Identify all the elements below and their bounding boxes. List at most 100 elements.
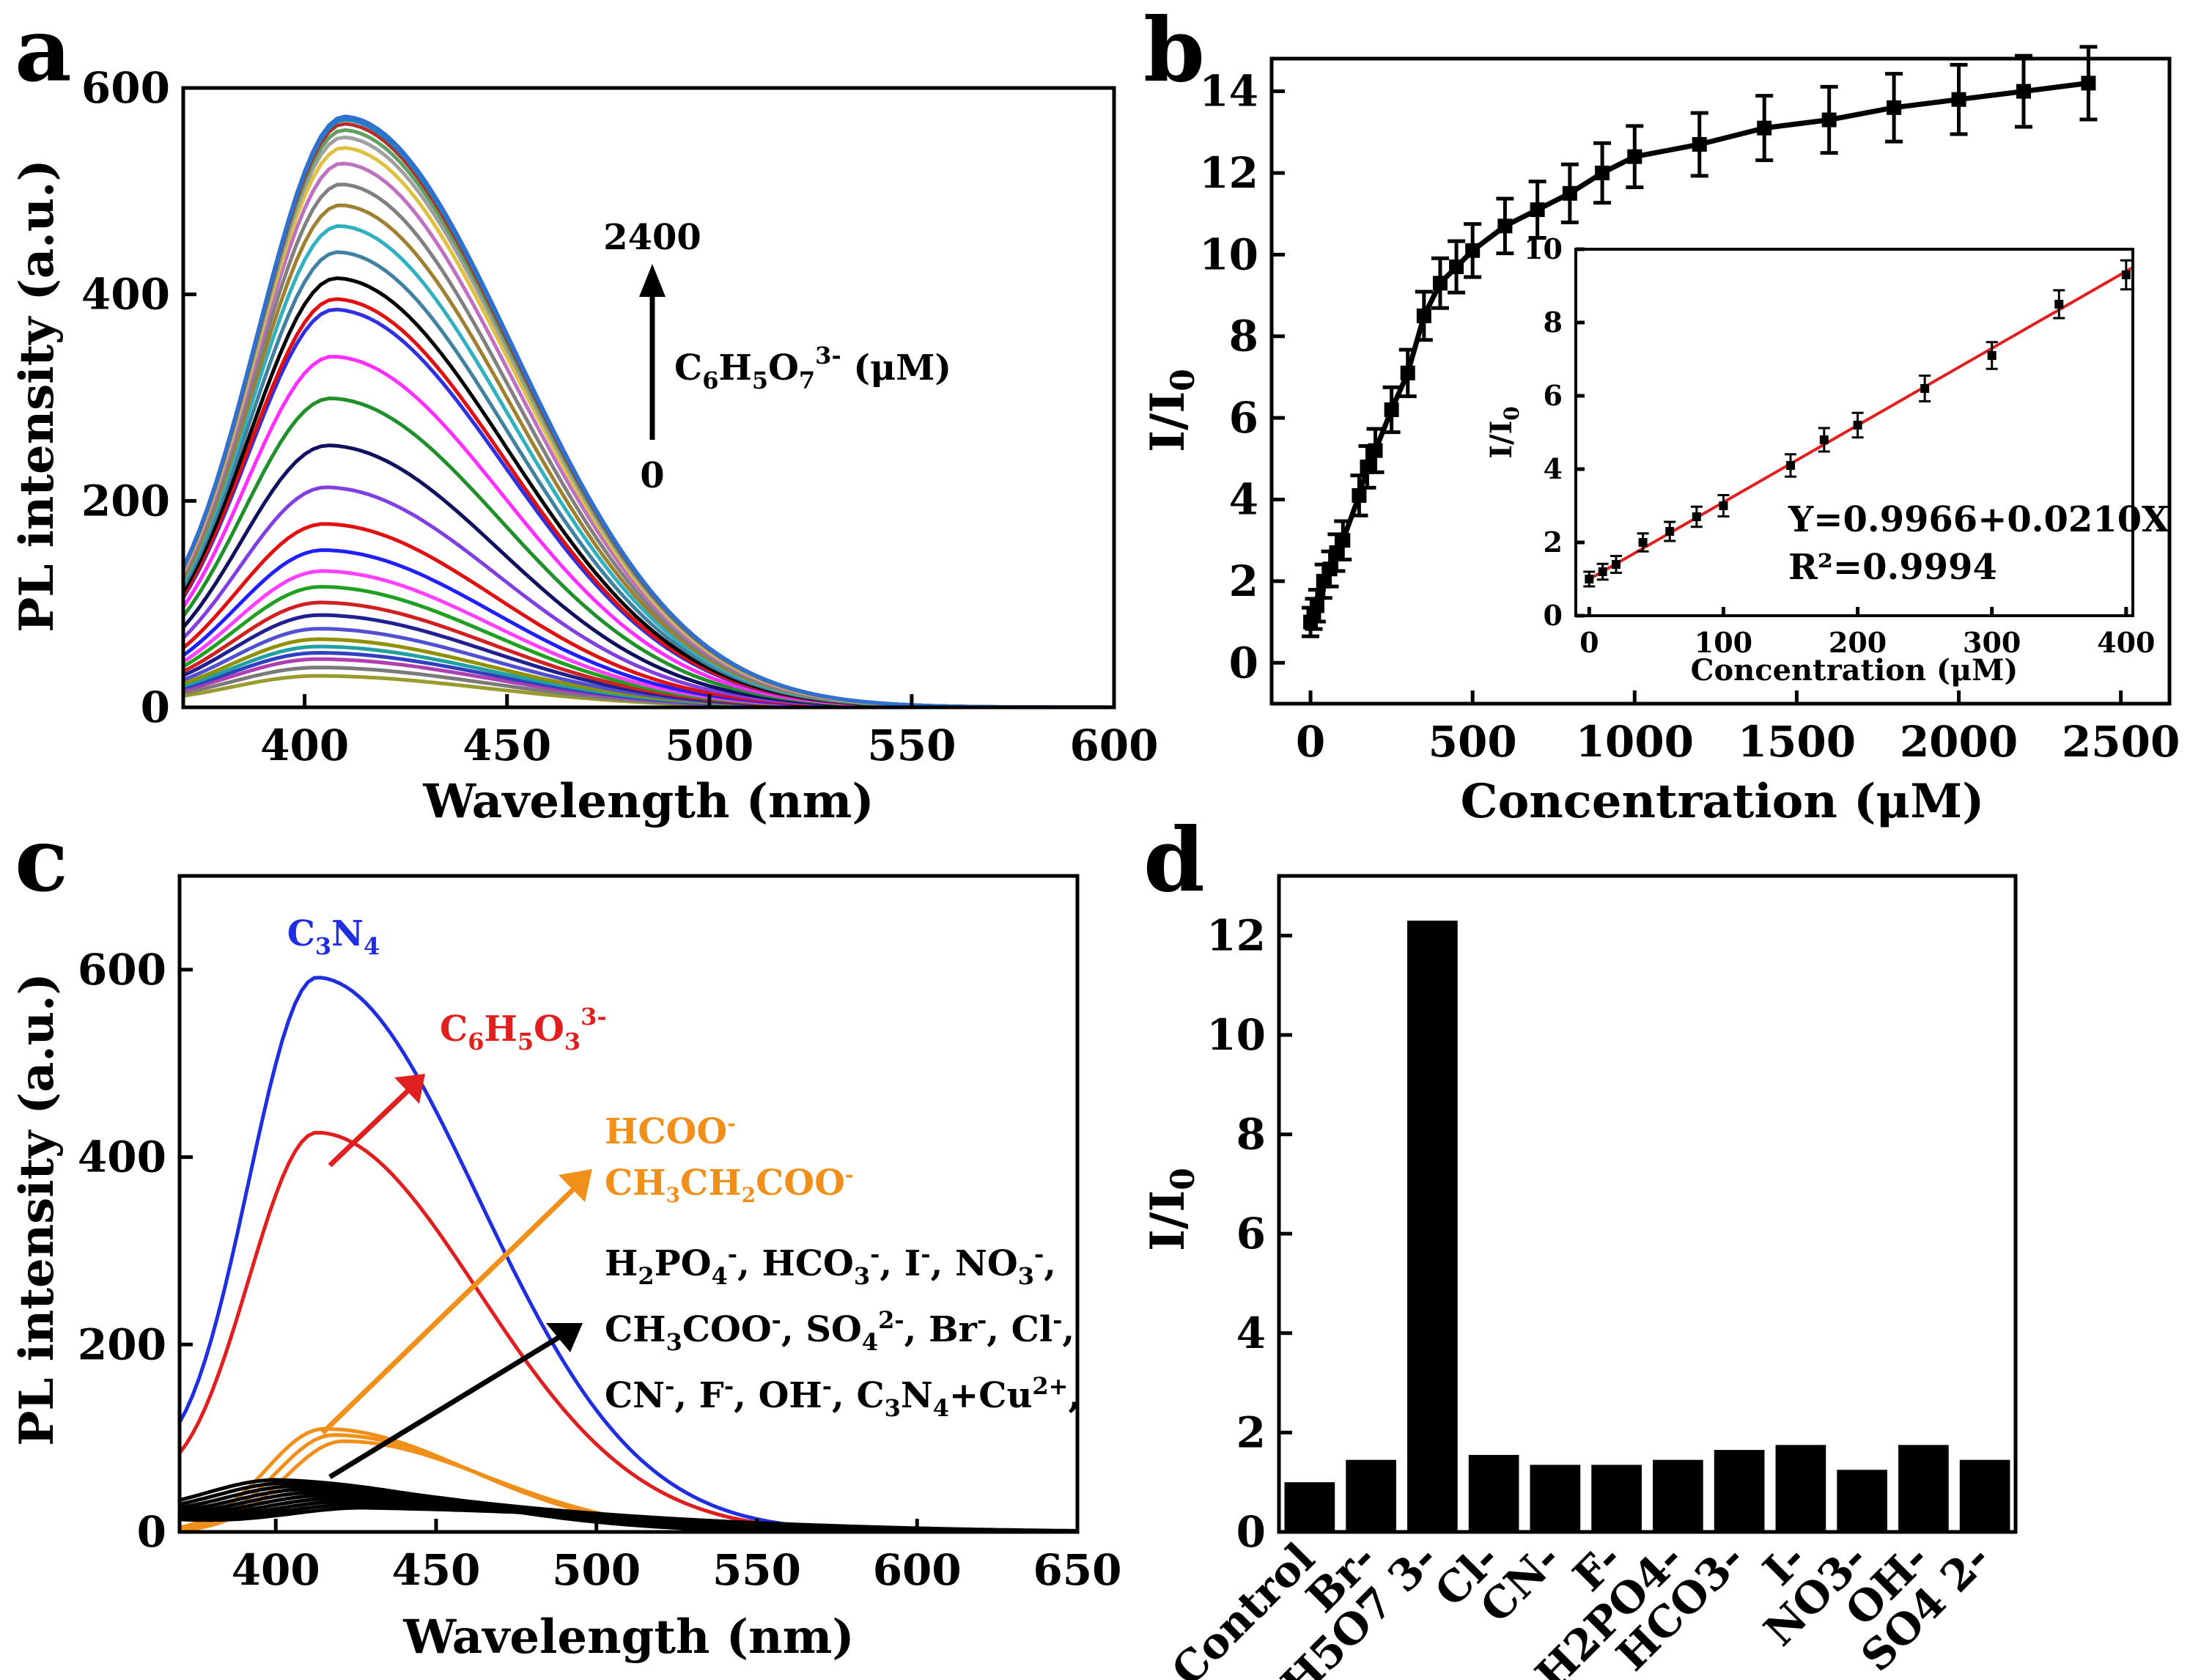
panel-b-xtick-label: 1000 [1576, 717, 1694, 767]
panel-d-bar [1284, 1482, 1335, 1532]
panel-b-ytick-label: 8 [1229, 312, 1258, 361]
inset-xtick-label: 0 [1579, 626, 1599, 659]
panel-c-xlabel: Wavelength (nm) [402, 1610, 854, 1665]
panel-b-ylabel: I/I0 [1140, 369, 1202, 452]
fit-r-squared: R²=0.9994 [1788, 547, 1997, 588]
inset-frame [1574, 248, 2134, 617]
inset-data-point [1987, 351, 1997, 360]
panel-a-frame [181, 86, 1116, 710]
panel-b-data-point [2081, 75, 2096, 91]
panel-c-ylabel: PL intensity (a.u.) [10, 973, 64, 1446]
panel-b-data-point [1465, 243, 1481, 258]
panel-b-ytick-label: 2 [1229, 556, 1258, 606]
panel-b-data-point [1595, 165, 1610, 180]
panel-b-data-point [1432, 276, 1448, 291]
panel-b-frame [1269, 56, 2172, 706]
panel-d-ytick-label: 12 [1206, 910, 1266, 960]
panel-a-xtick-label: 400 [260, 721, 349, 770]
inset-ytick-label: 8 [1544, 306, 1563, 339]
panel-c-ytick-label: 0 [137, 1507, 166, 1557]
orange-arrow [320, 1182, 581, 1435]
panel-a-ytick-label: 0 [141, 682, 170, 732]
inset-xtick-label: 200 [1829, 626, 1887, 659]
panel-b-data-point [1887, 100, 1902, 115]
panel-b-data-point [1627, 149, 1642, 164]
panel-b-data-point [1497, 218, 1513, 234]
inset-data-point [2054, 300, 2064, 309]
panel-a-xtick-label: 550 [867, 721, 956, 770]
panel-b-series-line [1308, 80, 2089, 623]
inset-ticks: 0 100 200 300 400 0 2 4 6 8 10 [1524, 232, 2155, 659]
panel-d-ticks: 0 2 4 6 8 10 12 [1206, 910, 1292, 1557]
panel-b-data-point [1562, 185, 1577, 201]
panel-d-ytick-label: 10 [1206, 1010, 1266, 1060]
panel-c-ticks: 400 450 500 550 600 650 0 200 400 600 [78, 945, 1122, 1595]
panel-c-ytick-label: 600 [78, 945, 166, 995]
inset-ytick-label: 10 [1524, 232, 1563, 265]
panel-a-ytick-label: 200 [81, 476, 170, 526]
inset-series [1583, 259, 2134, 588]
panel-d-bar [1653, 1459, 1703, 1532]
panel-a-xtick-label: 450 [462, 721, 551, 770]
panel-d-ytick-label: 8 [1236, 1110, 1266, 1160]
other-anions-line1: H2PO4-, HCO3-, I-, NO3-, [605, 1240, 1056, 1290]
panel-a-ylabel: PL intensity (a.u.) [10, 159, 64, 633]
panel-d-bar [1898, 1445, 1949, 1532]
panel-b-data-point [1384, 402, 1399, 417]
inset-data-point [1920, 384, 1930, 393]
panel-b-data-point [1329, 545, 1344, 560]
inset-data-point [1611, 560, 1621, 569]
panel-b-ytick-label: 14 [1199, 67, 1258, 117]
panel-c-ytick-label: 400 [78, 1132, 166, 1182]
panel-c-xtick-label: 450 [391, 1545, 480, 1595]
inset-data-point [1786, 461, 1796, 470]
panel-d-bar [1407, 921, 1458, 1532]
panel-d-bar [1346, 1459, 1396, 1532]
other-anions-line2: CH3COO-, SO42-, Br-, Cl-, [605, 1306, 1074, 1356]
panel-d-bar [1530, 1465, 1581, 1532]
inset-data-point [1598, 567, 1607, 576]
panel-d-bars [1284, 921, 2010, 1532]
black-arrow-head [546, 1323, 583, 1352]
inset-data-point [1853, 421, 1862, 430]
panel-d-bar [1837, 1470, 1887, 1532]
inset-ytick-label: 2 [1544, 526, 1563, 559]
panel-d-bar [1775, 1445, 1826, 1532]
panel-a-xtick-label: 600 [1069, 721, 1158, 770]
citrate-concentration-label: C6H5O73- (μM) [674, 342, 951, 394]
panel-b-xtick-label: 500 [1428, 717, 1517, 767]
panel-d-frame [1277, 874, 2018, 1534]
panel-b-data-point [1530, 202, 1545, 218]
panel-a: a 400 450 500 550 600 0 200 400 600 Wavelength (… [10, 0, 1159, 829]
inset-xtick-label: 300 [1963, 626, 2021, 659]
panel-b-data-point [1368, 443, 1383, 458]
inset-data-point [1638, 538, 1648, 547]
panel-b-data-point [1335, 533, 1351, 548]
panel-b-xlabel: Concentration (μM) [1461, 774, 1985, 829]
panel-a-xlabel: Wavelength (nm) [422, 774, 874, 829]
inset-ytick-label: 0 [1544, 599, 1563, 632]
panel-b-xtick-label: 2000 [1900, 717, 2018, 767]
inset-data-point [1819, 435, 1829, 444]
panel-a-xtick-label: 500 [665, 721, 753, 770]
panel-a-spectrum-line [182, 637, 1114, 710]
inset-background [1576, 249, 2133, 616]
concentration-top-label: 2400 [603, 217, 701, 258]
panel-c-frame [177, 874, 1080, 1534]
inset-xlabel: Concentration (μM) [1691, 653, 2018, 688]
panel-b-data-point [1400, 365, 1415, 380]
panel-d-bar [1591, 1465, 1642, 1532]
panel-b-data-point [1821, 112, 1837, 128]
panel-b-data-point [1352, 487, 1367, 503]
panel-b-data-point [1416, 308, 1431, 323]
panel-b-ytick-label: 12 [1199, 148, 1258, 198]
panel-d-label: d [1143, 808, 1205, 912]
panel-b-data-point [1951, 92, 1966, 107]
inset-data-point [1665, 527, 1675, 536]
citrate-label: C6H5O33- [440, 1003, 607, 1055]
panel-b-ytick-label: 6 [1229, 393, 1258, 443]
